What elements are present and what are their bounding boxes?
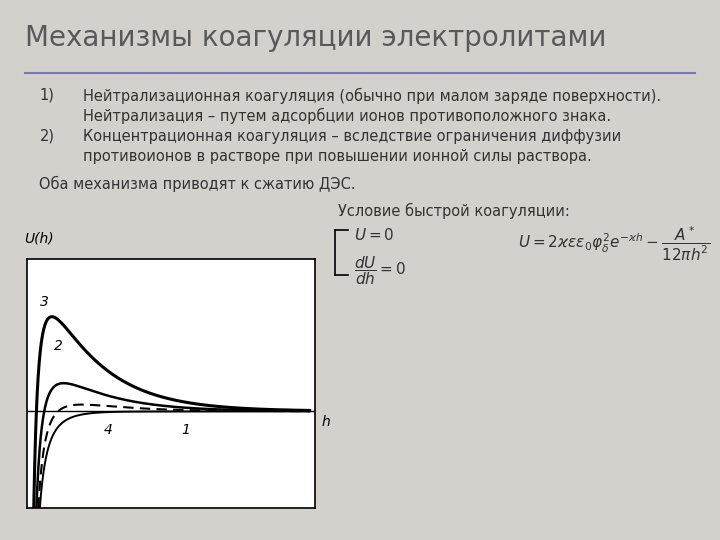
Text: 3: 3 [40,295,48,309]
Text: Механизмы коагуляции электролитами: Механизмы коагуляции электролитами [25,24,606,52]
Text: 4: 4 [104,423,113,437]
Text: U(h): U(h) [24,232,53,246]
Text: Нейтрализационная коагуляция (обычно при малом заряде поверхности).: Нейтрализационная коагуляция (обычно при… [83,87,661,104]
Text: $\dfrac{dU}{dh} = 0$: $\dfrac{dU}{dh} = 0$ [354,254,406,287]
Text: 2: 2 [54,339,63,353]
Text: Концентрационная коагуляция – вследствие ограничения диффузии: Концентрационная коагуляция – вследствие… [83,129,621,144]
Text: h: h [321,415,330,429]
Text: 1): 1) [40,87,55,103]
Text: Нейтрализация – путем адсорбции ионов противоположного знака.: Нейтрализация – путем адсорбции ионов пр… [83,108,611,124]
Text: Условие быстрой коагуляции:: Условие быстрой коагуляции: [338,202,570,219]
Text: 1: 1 [181,423,190,437]
Text: 2): 2) [40,129,55,144]
Text: $U = 2\varkappa\varepsilon\varepsilon_0\varphi_\delta^2 e^{-\varkappa h} - \dfra: $U = 2\varkappa\varepsilon\varepsilon_0\… [518,225,711,263]
Text: противоионов в растворе при повышении ионной силы раствора.: противоионов в растворе при повышении ио… [83,149,592,164]
Text: Оба механизма приводят к сжатию ДЭС.: Оба механизма приводят к сжатию ДЭС. [25,176,356,192]
Text: $U = 0$: $U = 0$ [354,227,395,243]
